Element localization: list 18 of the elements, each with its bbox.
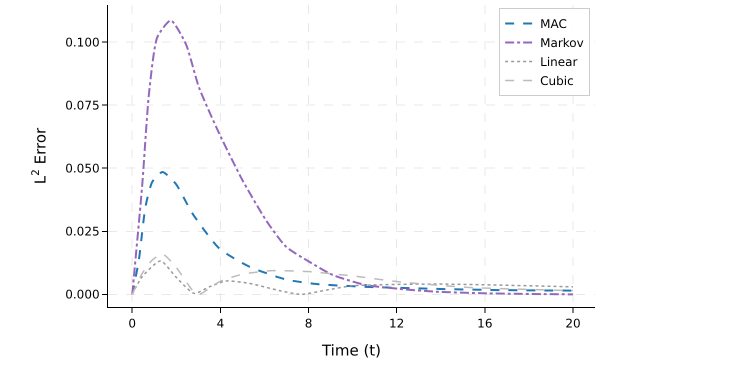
y-tick-label: 0.100 <box>65 35 100 50</box>
legend-label: Linear <box>540 55 578 70</box>
legend-label: MAC <box>540 17 567 32</box>
x-tick-label: 12 <box>389 316 404 330</box>
x-tick-label: 8 <box>304 316 312 330</box>
y-tick-label: 0.025 <box>65 224 100 239</box>
legend-label: Cubic <box>540 74 574 88</box>
x-tick-label: 20 <box>565 316 581 330</box>
legend-label: Markov <box>540 36 584 50</box>
y-tick-label: 0.050 <box>65 161 100 176</box>
x-tick-label: 0 <box>128 316 136 330</box>
x-axis-title: Time (t) <box>320 341 382 360</box>
x-tick-label: 4 <box>216 316 224 330</box>
x-tick-label: 16 <box>477 316 492 330</box>
line-series <box>131 171 574 296</box>
y-tick-label: 0.000 <box>65 288 100 302</box>
y-tick-label: 0.075 <box>65 98 100 112</box>
line-series <box>131 253 574 296</box>
